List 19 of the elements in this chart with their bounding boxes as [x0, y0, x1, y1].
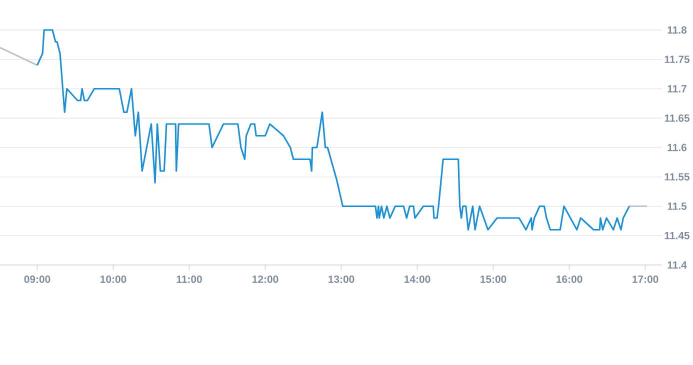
x-tick-label: 10:00 — [100, 276, 126, 283]
y-tick-label: 11.45 — [664, 232, 690, 240]
x-tick-label: 13:00 — [328, 276, 354, 283]
x-tick-label: 11:00 — [176, 276, 202, 283]
y-tick-label: 11.4 — [668, 261, 687, 269]
x-tick-label: 12:00 — [252, 276, 278, 283]
y-tick-label: 11.8 — [668, 26, 687, 34]
y-tick-label: 11.7 — [668, 85, 686, 92]
x-tick-label: 14:00 — [404, 276, 430, 283]
y-tick-label: 11.65 — [664, 114, 690, 122]
line-series — [36, 29, 630, 231]
y-tick-label: 11.55 — [664, 173, 690, 181]
x-tick-label: 17:00 — [632, 276, 658, 283]
x-tick-label: 15:00 — [480, 276, 506, 283]
x-tick-label: 09:00 — [24, 276, 50, 283]
y-tick-label: 11.6 — [668, 144, 687, 152]
y-tick-label: 11.5 — [668, 202, 687, 210]
x-tick-label: 16:00 — [556, 276, 582, 283]
y-tick-label: 11.75 — [664, 56, 690, 64]
